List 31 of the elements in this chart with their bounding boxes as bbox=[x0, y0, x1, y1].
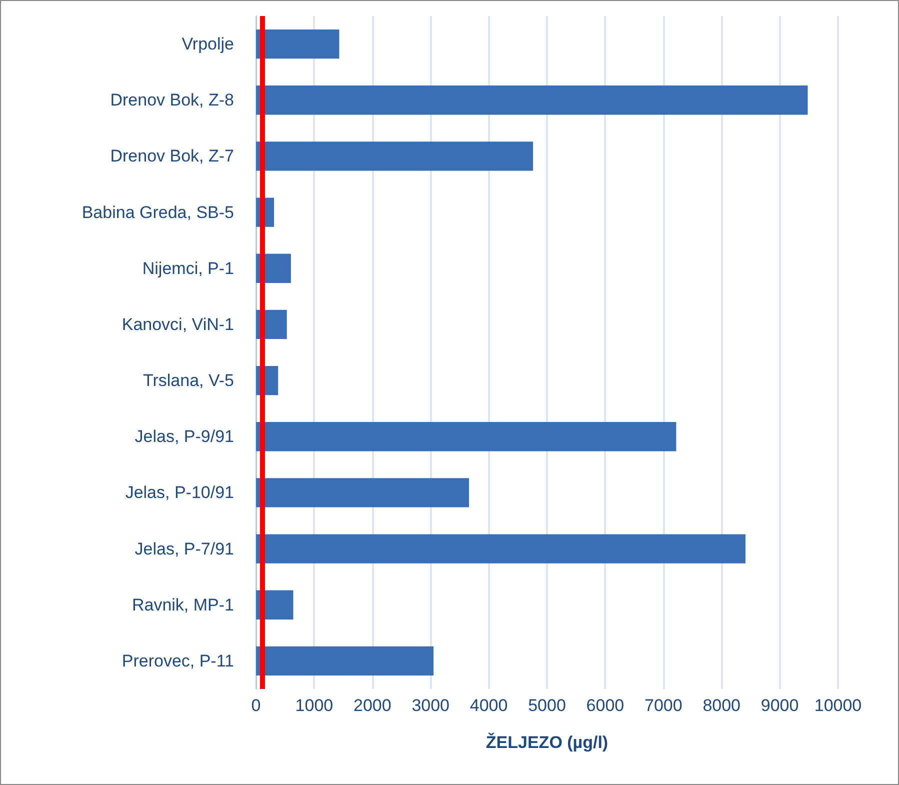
x-tick-label: 4000 bbox=[470, 696, 508, 715]
bar bbox=[256, 86, 808, 115]
x-tick-label: 3000 bbox=[412, 696, 450, 715]
y-tick-label: Prerovec, P-11 bbox=[122, 651, 234, 670]
x-tick-label: 0 bbox=[251, 696, 261, 715]
bar bbox=[256, 422, 676, 452]
y-tick-label: Jelas, P-10/91 bbox=[125, 483, 234, 502]
x-tick-label: 7000 bbox=[644, 696, 682, 715]
x-tick-label: 5000 bbox=[528, 696, 566, 715]
x-tick-label: 6000 bbox=[586, 696, 624, 715]
bar bbox=[256, 646, 434, 676]
bar bbox=[256, 142, 534, 171]
y-tick-label: Vrpolje bbox=[182, 34, 234, 54]
x-tick-label: 1000 bbox=[295, 696, 334, 715]
y-tick-label: Nijemci, P-1 bbox=[142, 258, 234, 278]
y-tick-label: Drenov Bok, Z-7 bbox=[110, 146, 234, 166]
x-tick-label: 9000 bbox=[760, 696, 799, 715]
y-tick-label: Trslana, V-5 bbox=[142, 371, 234, 390]
x-axis-title: ŽELJEZO (µg/l) bbox=[486, 732, 608, 752]
bar bbox=[256, 29, 340, 59]
y-tick-label: Jelas, P-9/91 bbox=[134, 427, 234, 446]
x-tick-label: 8000 bbox=[702, 696, 741, 715]
y-tick-label: Jelas, P-7/91 bbox=[134, 539, 234, 558]
y-tick-label: Kanovci, ViN-1 bbox=[122, 314, 234, 334]
x-tick-label: 2000 bbox=[353, 696, 392, 715]
bar bbox=[256, 534, 746, 564]
bar bbox=[256, 478, 470, 508]
x-tick-label: 10000 bbox=[814, 696, 862, 715]
y-tick-label: Babina Greda, SB-5 bbox=[82, 202, 234, 222]
y-tick-label: Ravnik, MP-1 bbox=[132, 595, 234, 614]
y-tick-label: Drenov Bok, Z-8 bbox=[110, 90, 234, 110]
